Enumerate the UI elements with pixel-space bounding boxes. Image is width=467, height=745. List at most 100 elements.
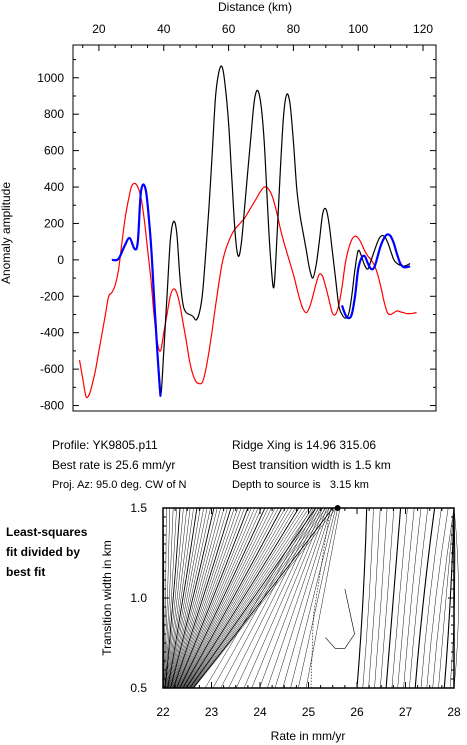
top-y-tick-label: -600 (40, 362, 64, 376)
contour-line (186, 507, 303, 689)
contour-line (163, 507, 174, 689)
contour-line (298, 507, 339, 689)
contour-line (183, 507, 286, 689)
bottom-y-tick-label: 1.5 (130, 501, 147, 515)
contour-line (174, 507, 238, 689)
contour-line (220, 507, 317, 689)
contour-line (385, 507, 402, 689)
contour-line (166, 507, 191, 689)
series-black-line (111, 65, 411, 398)
contour-line (205, 507, 312, 689)
contour-line (181, 507, 276, 689)
contour-line (175, 507, 242, 689)
contour-line (164, 507, 181, 689)
series-blue-line-2 (340, 233, 411, 320)
contour-line (180, 507, 269, 689)
contour-line (409, 507, 429, 689)
contour-lines (162, 507, 459, 689)
contour-line (403, 507, 422, 689)
bottom-y-tick-label: 0.5 (130, 681, 147, 695)
contour-line (178, 507, 259, 689)
contour-line (173, 507, 235, 689)
top-y-tick-label: -200 (40, 289, 64, 303)
contour-line (180, 507, 272, 689)
contour-line (397, 507, 415, 689)
misfit-caption: Least-squares fit divided by best fit (6, 522, 87, 582)
top-x-axis-label: Distance (km) (218, 0, 292, 14)
misfit-caption-line-3: best fit (6, 565, 46, 579)
top-y-tick-label: 600 (44, 144, 64, 158)
contour-line (380, 507, 395, 689)
bottom-x-axis-label: Rate in mm/yr (271, 729, 346, 743)
misfit-caption-line-1: Least-squares (6, 525, 88, 539)
top-y-tick-label: 400 (44, 180, 64, 194)
top-x-tick-label: 60 (222, 22, 236, 36)
contour-line (168, 507, 204, 689)
contour-line (169, 507, 211, 689)
contour-line (182, 507, 283, 689)
contour-line (274, 507, 332, 689)
bottom-x-tick-label: 25 (302, 705, 316, 719)
contour-line (420, 507, 442, 689)
series-blue-line-1 (111, 183, 162, 397)
contour-line (188, 507, 310, 689)
contour-line (438, 507, 455, 689)
misfit-caption-line-2: fit divided by (6, 545, 81, 559)
proj-az-info: Proj. Az: 95.0 deg. CW of N (52, 479, 187, 491)
contour-line (184, 507, 289, 689)
contour-line (173, 507, 232, 689)
best-rate-info: Best rate is 25.6 mm/yr (52, 458, 176, 472)
contour-line (290, 507, 336, 689)
contour-line (362, 507, 374, 689)
top-x-tick-label: 40 (157, 22, 171, 36)
top-y-tick-label: 1000 (37, 71, 64, 85)
contour-line (356, 507, 368, 689)
bottom-x-tick-label: 27 (399, 705, 413, 719)
series-red-line (78, 182, 417, 399)
contour-line (368, 507, 381, 689)
top-y-axis-label: Anomaly amplitude (0, 182, 13, 284)
contour-line (228, 507, 319, 689)
contour-line (426, 507, 449, 689)
contour-line (267, 507, 330, 689)
contour-line (190, 507, 320, 689)
bottom-y-axis-label: Transition width in km (100, 540, 114, 656)
contour-line (453, 507, 459, 689)
contour-line (374, 507, 388, 689)
contour-line (310, 507, 331, 689)
misfit-contour-chart: 22 23 24 25 26 27 28 0.5 1.0 1.5 Rate in mm/yr Tr… (100, 501, 461, 743)
contour-line (189, 507, 317, 689)
contour-line (171, 507, 221, 689)
bottom-x-tick-label: 23 (205, 705, 219, 719)
bottom-x-tick-label: 22 (156, 705, 170, 719)
contour-line (259, 507, 328, 689)
bottom-x-tick-label: 26 (350, 705, 364, 719)
contour-line (432, 507, 455, 689)
contour-line (172, 507, 225, 689)
contour-line (168, 507, 201, 689)
top-x-tick-label: 80 (287, 22, 301, 36)
profile-info: Profile: YK9805.p11 (52, 438, 158, 452)
contour-line (188, 507, 313, 689)
top-x-tick-label: 20 (92, 22, 106, 36)
contour-line (178, 507, 262, 689)
top-x-tick-label: 120 (413, 22, 433, 36)
contour-line (185, 507, 296, 689)
contour-line (190, 507, 323, 689)
contour-line (165, 507, 188, 689)
contour-line (175, 507, 245, 689)
contour-line (325, 588, 355, 649)
top-plot-frame (72, 44, 437, 412)
top-y-tick-label: 200 (44, 216, 64, 230)
top-y-tick-label: -800 (40, 399, 64, 413)
contour-line (235, 507, 321, 689)
contour-line (172, 507, 228, 689)
contour-line (177, 507, 255, 689)
contour-line (251, 507, 325, 689)
bottom-x-tick-label: 24 (253, 705, 267, 719)
bottom-y-tick-label: 1.0 (130, 591, 147, 605)
ridge-xing-info: Ridge Xing is 14.96 315.06 (232, 438, 377, 452)
contour-line (169, 507, 208, 689)
contour-line (243, 507, 323, 689)
